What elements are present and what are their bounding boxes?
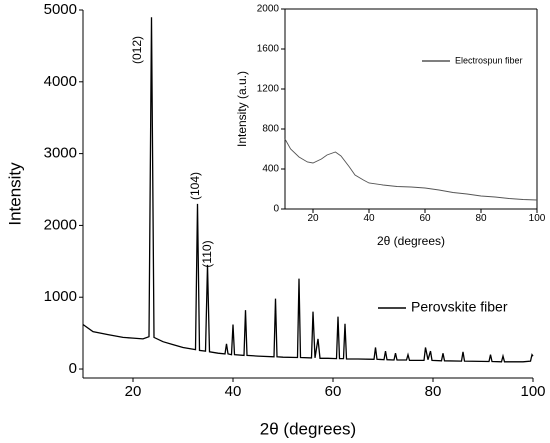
x-tick-label: 100	[529, 213, 546, 224]
y-axis-label: Intensity (a.u.)	[235, 71, 249, 147]
y-tick-label: 1000	[44, 288, 77, 305]
y-axis-label: Intensity	[5, 162, 24, 226]
x-tick-label: 40	[363, 213, 375, 224]
x-tick-label: 20	[125, 383, 142, 400]
x-axis-label: 2θ (degrees)	[260, 419, 356, 438]
x-tick-label: 20	[307, 213, 319, 224]
data-line	[82, 17, 534, 363]
peak-annotation: (012)	[130, 36, 144, 64]
y-tick-label: 2000	[257, 4, 280, 15]
legend-label: Perovskite fiber	[411, 299, 508, 315]
data-line	[284, 138, 538, 201]
y-tick-label: 4000	[44, 73, 77, 90]
x-axis-label: 2θ (degrees)	[377, 234, 445, 248]
y-tick-label: 5000	[44, 1, 77, 18]
peak-annotation: (110)	[200, 240, 214, 267]
x-tick-label: 60	[325, 383, 342, 400]
x-tick-label: 60	[419, 213, 431, 224]
y-tick-label: 2000	[44, 216, 77, 233]
x-tick-label: 80	[475, 213, 487, 224]
y-tick-label: 400	[262, 164, 279, 175]
y-tick-label: 800	[262, 124, 279, 135]
x-tick-label: 40	[225, 383, 242, 400]
y-tick-label: 1200	[257, 84, 280, 95]
peak-annotation: (104)	[188, 172, 202, 200]
x-tick-label: 100	[520, 383, 545, 400]
y-tick-label: 0	[69, 360, 77, 377]
y-tick-label: 0	[273, 204, 279, 215]
x-tick-label: 80	[425, 383, 442, 400]
y-tick-label: 1600	[257, 44, 280, 55]
legend-label: Electrospun fiber	[455, 55, 523, 65]
y-tick-label: 3000	[44, 145, 77, 162]
